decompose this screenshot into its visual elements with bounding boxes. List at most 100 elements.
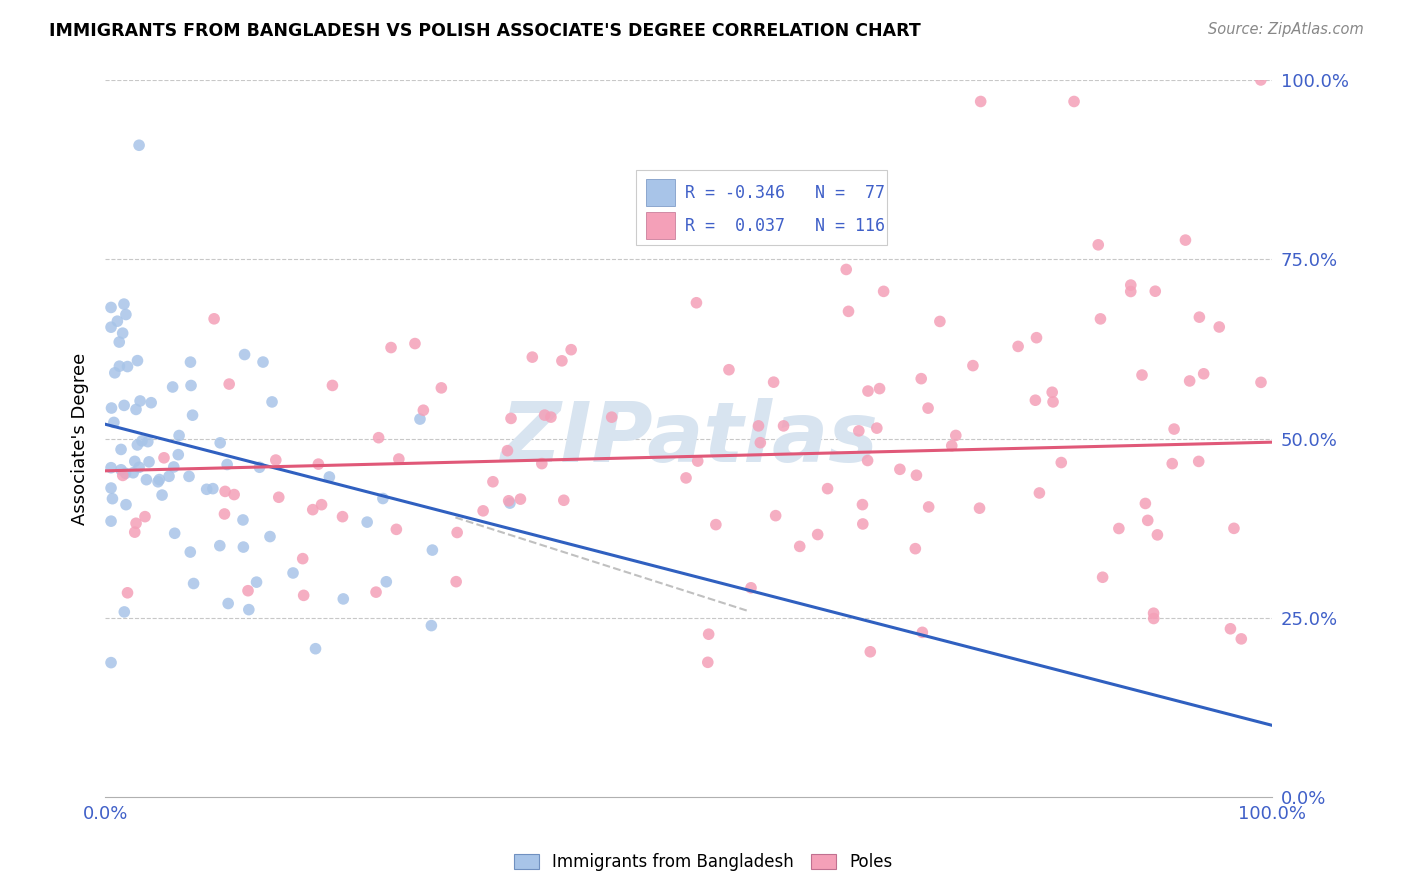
- Point: [1219, 622, 1241, 636]
- Point: [837, 304, 859, 318]
- Point: [1108, 521, 1130, 535]
- Point: [430, 381, 453, 395]
- Point: [291, 551, 314, 566]
- Point: [499, 411, 522, 425]
- Point: [114, 467, 136, 481]
- Point: [851, 498, 873, 512]
- Point: [307, 457, 329, 471]
- Point: [704, 517, 727, 532]
- Point: [100, 481, 122, 495]
- Point: [1230, 632, 1253, 646]
- Point: [125, 402, 148, 417]
- Point: [1025, 331, 1047, 345]
- Point: [1188, 454, 1211, 468]
- Point: [181, 408, 204, 422]
- Point: [356, 515, 378, 529]
- Point: [675, 471, 697, 485]
- Point: [817, 482, 839, 496]
- Point: [444, 574, 467, 589]
- Point: [409, 412, 432, 426]
- Text: R = -0.346   N =  77: R = -0.346 N = 77: [685, 184, 886, 202]
- Point: [404, 336, 426, 351]
- Point: [138, 455, 160, 469]
- Point: [600, 410, 623, 425]
- Point: [533, 408, 555, 422]
- Point: [1208, 320, 1230, 334]
- Point: [202, 311, 225, 326]
- Point: [1142, 606, 1164, 620]
- Text: IMMIGRANTS FROM BANGLADESH VS POLISH ASSOCIATE'S DEGREE CORRELATION CHART: IMMIGRANTS FROM BANGLADESH VS POLISH ASS…: [49, 22, 921, 40]
- Point: [807, 527, 830, 541]
- Point: [962, 359, 984, 373]
- Point: [135, 473, 157, 487]
- Point: [540, 410, 562, 425]
- Point: [148, 473, 170, 487]
- Point: [249, 460, 271, 475]
- Point: [1040, 385, 1063, 400]
- Point: [117, 586, 139, 600]
- Point: [111, 468, 134, 483]
- Point: [127, 438, 149, 452]
- Point: [740, 581, 762, 595]
- Point: [509, 492, 531, 507]
- Point: [209, 435, 232, 450]
- Point: [969, 501, 991, 516]
- Point: [100, 320, 122, 334]
- Point: [367, 431, 389, 445]
- Point: [100, 301, 122, 315]
- Point: [252, 355, 274, 369]
- Point: [110, 442, 132, 457]
- Point: [1188, 310, 1211, 325]
- Point: [167, 428, 190, 442]
- Point: [385, 522, 408, 536]
- Point: [332, 591, 354, 606]
- Point: [866, 421, 889, 435]
- Point: [685, 295, 707, 310]
- Point: [412, 403, 434, 417]
- Point: [105, 314, 128, 328]
- Point: [100, 401, 122, 415]
- Point: [124, 454, 146, 468]
- Point: [136, 434, 159, 449]
- Point: [122, 466, 145, 480]
- Point: [125, 516, 148, 531]
- Point: [112, 297, 135, 311]
- Point: [127, 353, 149, 368]
- Point: [1087, 237, 1109, 252]
- Point: [904, 541, 927, 556]
- Point: [318, 470, 340, 484]
- Point: [232, 513, 254, 527]
- Point: [128, 460, 150, 475]
- Point: [179, 545, 201, 559]
- Point: [1143, 611, 1166, 625]
- Point: [446, 525, 468, 540]
- FancyBboxPatch shape: [637, 169, 887, 245]
- Text: ZIPatlas: ZIPatlas: [501, 398, 877, 479]
- Point: [910, 372, 932, 386]
- Point: [224, 487, 246, 501]
- Point: [218, 377, 240, 392]
- Point: [1144, 284, 1167, 298]
- Point: [560, 343, 582, 357]
- Point: [905, 468, 928, 483]
- FancyBboxPatch shape: [645, 212, 675, 239]
- Point: [1250, 376, 1272, 390]
- Point: [183, 576, 205, 591]
- Point: [749, 435, 772, 450]
- Point: [104, 366, 127, 380]
- Point: [498, 493, 520, 508]
- Point: [108, 359, 131, 374]
- Point: [1163, 422, 1185, 436]
- Point: [375, 574, 398, 589]
- Point: [115, 308, 138, 322]
- Point: [281, 566, 304, 580]
- Point: [153, 450, 176, 465]
- Point: [364, 585, 387, 599]
- Point: [1028, 486, 1050, 500]
- Point: [1007, 339, 1029, 353]
- Point: [332, 509, 354, 524]
- Point: [117, 359, 139, 374]
- Point: [945, 428, 967, 442]
- Point: [1119, 285, 1142, 299]
- Point: [835, 262, 858, 277]
